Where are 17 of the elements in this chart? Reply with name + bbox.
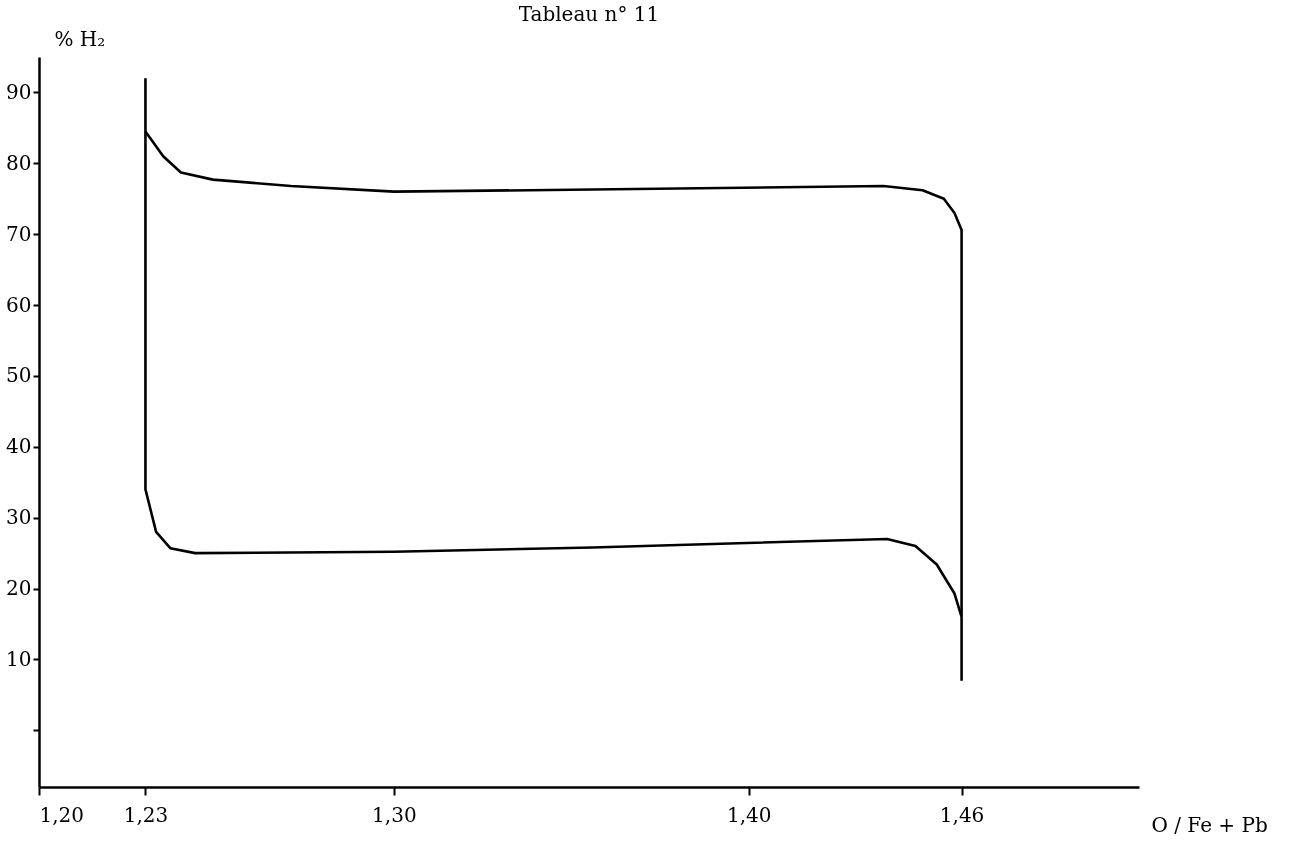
x-tick-label: 1,23 [123,802,169,827]
y-tick-label: 90 [6,79,32,104]
x-tick-label: 1,20 [39,802,85,827]
x-tick-label: 1,46 [939,802,985,827]
y-tick-label: 20 [6,576,32,601]
x-tick-label: 1,30 [372,802,417,827]
chart-title: Tableau n° 11 [518,2,660,26]
y-tick-label: 40 [6,434,32,459]
y-tick-label: 60 [6,292,32,317]
y-tick-label: 30 [6,505,32,530]
y-tick-label: 70 [6,221,32,246]
x-axis-title: O / Fe + Pb [1151,812,1268,837]
x-tick-label: 1,40 [726,802,772,827]
y-tick-label: 80 [6,150,32,175]
y-tick-label: 50 [6,363,32,388]
y-tick-label: 10 [6,646,32,671]
y-axis-title: % H₂ [54,26,106,51]
